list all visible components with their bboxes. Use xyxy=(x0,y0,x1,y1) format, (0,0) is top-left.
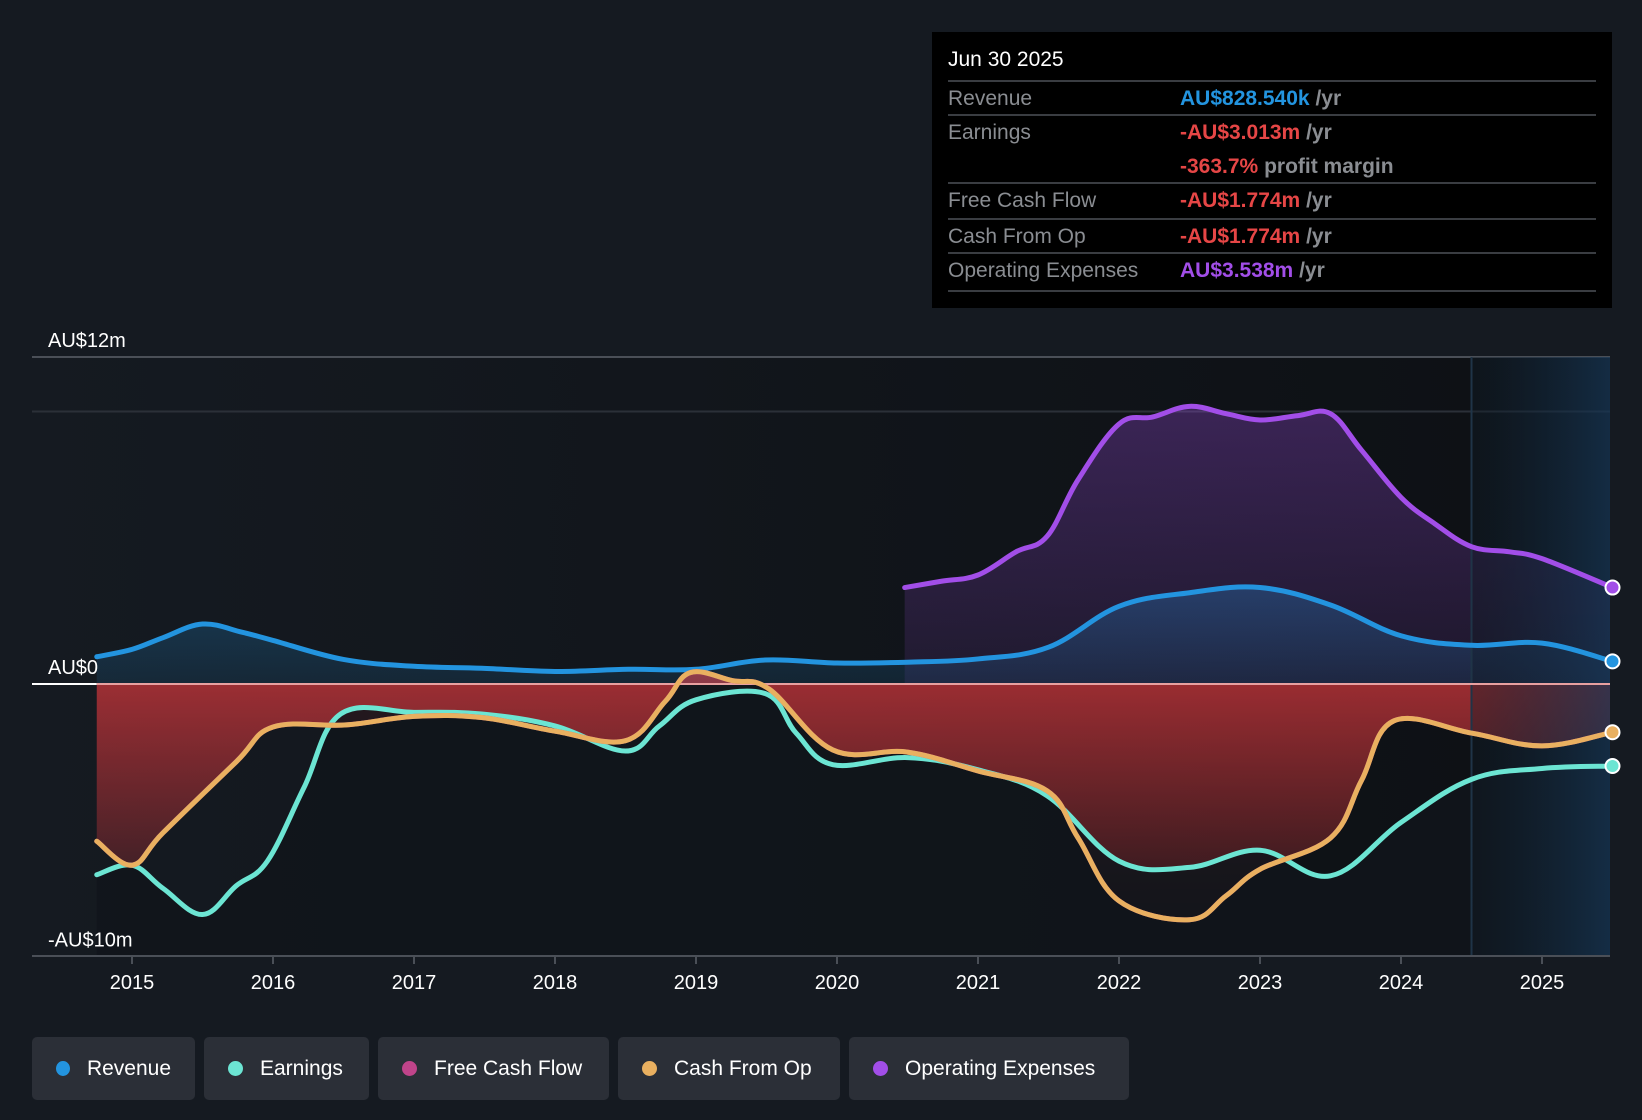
x-tick-label: 2016 xyxy=(251,972,296,994)
tooltip-row-operating-expenses: Operating Expenses AU$3.538m /yr xyxy=(948,252,1596,288)
legend-label: Revenue xyxy=(86,1056,171,1080)
y-tick-label: -AU$10m xyxy=(48,930,132,952)
tooltip-row-free-cash-flow: Free Cash Flow -AU$1.774m /yr xyxy=(948,182,1596,218)
legend-item-earnings[interactable]: Earnings xyxy=(204,1037,369,1100)
tooltip-label: Cash From Op xyxy=(948,225,1086,248)
tooltip-panel: Jun 30 2025 Revenue AU$828.540k /yr Earn… xyxy=(932,32,1612,308)
forecast-shade xyxy=(1471,357,1610,956)
tooltip-value: -AU$3.013m /yr xyxy=(1180,121,1332,144)
x-tick-label: 2023 xyxy=(1238,972,1283,994)
legend-item-revenue[interactable]: Revenue xyxy=(32,1037,195,1100)
tooltip-value: AU$828.540k /yr xyxy=(1180,87,1342,110)
revenue-dot-icon xyxy=(56,1061,70,1076)
tooltip-profit-margin: -363.7% profit margin xyxy=(1180,155,1394,178)
x-tick-label: 2025 xyxy=(1520,972,1565,994)
x-tick-label: 2015 xyxy=(110,972,155,994)
earnings-end-marker xyxy=(1604,758,1621,775)
cash-from-op-end-marker xyxy=(1604,724,1621,741)
x-tick-label: 2024 xyxy=(1379,972,1424,994)
legend-label: Earnings xyxy=(260,1056,343,1080)
cash-from-op-dot-icon xyxy=(642,1061,657,1076)
tooltip-row-cash-from-op: Cash From Op -AU$1.774m /yr xyxy=(948,218,1596,254)
tooltip-value: -AU$1.774m /yr xyxy=(1180,225,1332,248)
revenue-end-marker xyxy=(1604,653,1621,670)
legend: Revenue Earnings Free Cash Flow Cash Fro… xyxy=(32,1037,1129,1100)
legend-item-free-cash-flow[interactable]: Free Cash Flow xyxy=(378,1037,609,1100)
operating-expenses-dot-icon xyxy=(873,1061,888,1076)
operating-expenses-end-marker xyxy=(1604,579,1621,596)
y-tick-label: AU$0 xyxy=(48,657,98,679)
x-tick-label: 2020 xyxy=(815,972,860,994)
tooltip-label: Revenue xyxy=(948,87,1033,110)
x-tick-label: 2022 xyxy=(1097,972,1142,994)
tooltip-value: -AU$1.774m /yr xyxy=(1180,189,1332,212)
x-tick-label: 2021 xyxy=(956,972,1001,994)
tooltip-label: Operating Expenses xyxy=(948,259,1139,282)
x-tick-label: 2019 xyxy=(674,972,719,994)
revenue-line xyxy=(94,584,1610,674)
gridlines xyxy=(32,356,1610,413)
legend-label: Operating Expenses xyxy=(905,1056,1096,1080)
earnings-line xyxy=(94,688,1610,918)
x-tick-label: 2017 xyxy=(392,972,437,994)
y-tick-label: AU$12m xyxy=(48,330,126,352)
cash-from-op-line xyxy=(94,669,1610,923)
x-tick-label: 2018 xyxy=(533,972,578,994)
tooltip-divider xyxy=(948,290,1596,292)
earnings-dot-icon xyxy=(228,1061,243,1076)
tooltip-value: AU$3.538m /yr xyxy=(1180,259,1325,282)
tooltip-row-earnings: Earnings -AU$3.013m /yr -363.7% profit m… xyxy=(948,114,1596,182)
tooltip-row-revenue: Revenue AU$828.540k /yr xyxy=(948,80,1596,116)
legend-label: Cash From Op xyxy=(674,1056,812,1080)
tooltip-date: Jun 30 2025 xyxy=(948,48,1064,71)
legend-item-cash-from-op[interactable]: Cash From Op xyxy=(618,1037,840,1100)
free-cash-flow-dot-icon xyxy=(402,1061,417,1076)
tooltip-label: Free Cash Flow xyxy=(948,189,1097,212)
revenue-area xyxy=(96,586,1610,684)
tooltip-label: Earnings xyxy=(948,121,1031,144)
legend-item-operating-expenses[interactable]: Operating Expenses xyxy=(849,1037,1129,1100)
operating-expenses-line xyxy=(902,403,1610,591)
legend-label: Free Cash Flow xyxy=(434,1056,583,1080)
